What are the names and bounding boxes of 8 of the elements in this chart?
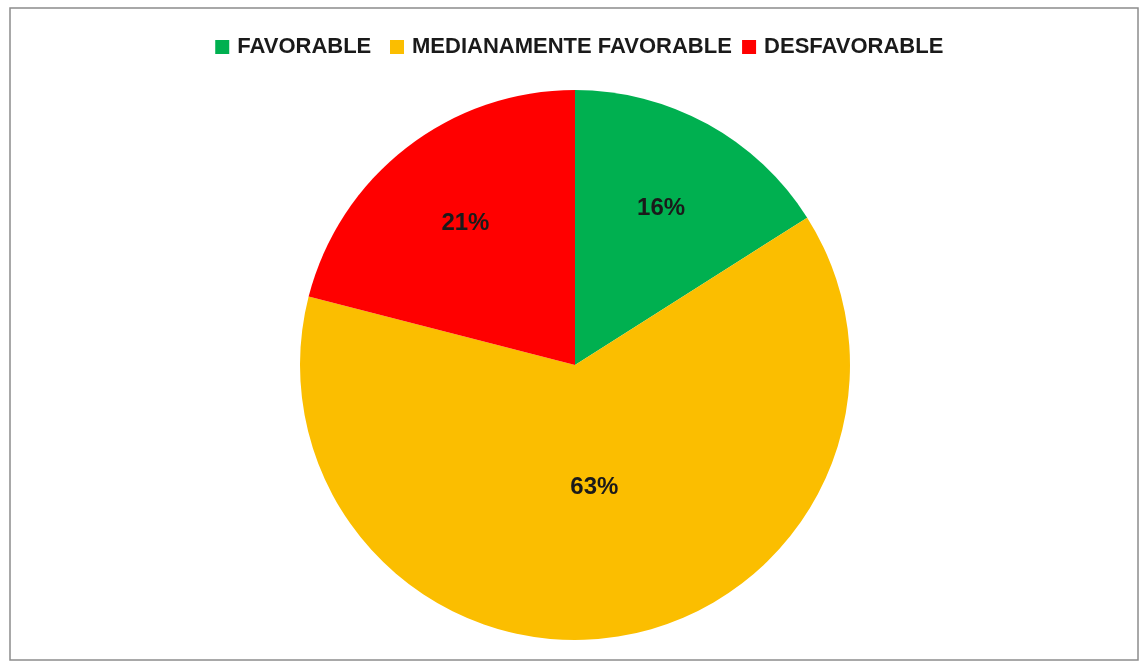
legend-label: DESFAVORABLE: [764, 32, 944, 58]
data-label: 21%: [441, 208, 490, 236]
data-label: 63%: [570, 471, 619, 499]
data-label: 16%: [637, 192, 686, 220]
legend-label: MEDIANAMENTE FAVORABLE: [412, 32, 732, 58]
legend-label: FAVORABLE: [237, 32, 372, 58]
pie-slice: [308, 90, 575, 365]
pie-slice: [575, 90, 808, 365]
